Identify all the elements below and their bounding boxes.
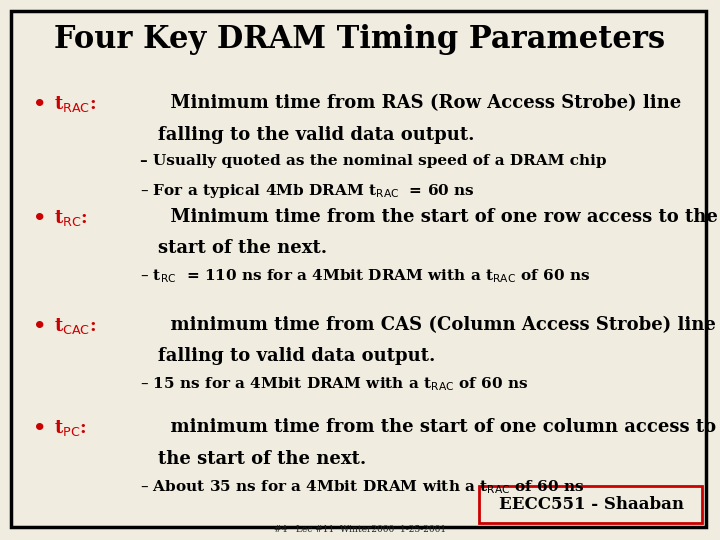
Text: minimum time from the start of one column access to: minimum time from the start of one colum… — [158, 418, 716, 436]
Text: – t$_\mathrm{RC}$  = 110 ns for a 4Mbit DRAM with a t$_\mathrm{RAC}$ of 60 ns: – t$_\mathrm{RC}$ = 110 ns for a 4Mbit D… — [140, 267, 590, 285]
Text: falling to valid data output.: falling to valid data output. — [158, 347, 436, 365]
Text: t$_\mathrm{CAC}$:: t$_\mathrm{CAC}$: — [54, 316, 96, 336]
Text: Minimum time from the start of one row access to the: Minimum time from the start of one row a… — [158, 208, 719, 226]
Text: the start of the next.: the start of the next. — [158, 450, 366, 468]
FancyBboxPatch shape — [11, 11, 706, 526]
Text: •: • — [33, 94, 46, 114]
Text: EECC551 - Shaaban: EECC551 - Shaaban — [500, 496, 684, 513]
Text: •: • — [33, 316, 46, 336]
Text: t$_\mathrm{RAC}$:: t$_\mathrm{RAC}$: — [54, 94, 96, 114]
Text: – 15 ns for a 4Mbit DRAM with a t$_\mathrm{RAC}$ of 60 ns: – 15 ns for a 4Mbit DRAM with a t$_\math… — [140, 375, 528, 393]
Text: start of the next.: start of the next. — [158, 239, 328, 257]
FancyBboxPatch shape — [479, 486, 702, 523]
Text: – Usually quoted as the nominal speed of a DRAM chip: – Usually quoted as the nominal speed of… — [140, 154, 607, 168]
Text: Four Key DRAM Timing Parameters: Four Key DRAM Timing Parameters — [55, 24, 665, 55]
Text: #4   Lec #11  Winter2000  1-25-2001: #4 Lec #11 Winter2000 1-25-2001 — [274, 524, 446, 534]
Text: – About 35 ns for a 4Mbit DRAM with a t$_\mathrm{RAC}$ of 60 ns: – About 35 ns for a 4Mbit DRAM with a t$… — [140, 478, 585, 496]
Text: t$_\mathrm{PC}$:: t$_\mathrm{PC}$: — [54, 418, 86, 438]
Text: Minimum time from RAS (Row Access Strobe) line: Minimum time from RAS (Row Access Strobe… — [158, 94, 682, 112]
Text: •: • — [33, 418, 46, 438]
Text: – For a typical 4Mb DRAM t$_\mathrm{RAC}$  = 60 ns: – For a typical 4Mb DRAM t$_\mathrm{RAC}… — [140, 182, 475, 200]
Text: minimum time from CAS (Column Access Strobe) line: minimum time from CAS (Column Access Str… — [158, 316, 716, 334]
Text: falling to the valid data output.: falling to the valid data output. — [158, 126, 475, 144]
Text: •: • — [33, 208, 46, 228]
Text: t$_\mathrm{RC}$:: t$_\mathrm{RC}$: — [54, 208, 88, 228]
